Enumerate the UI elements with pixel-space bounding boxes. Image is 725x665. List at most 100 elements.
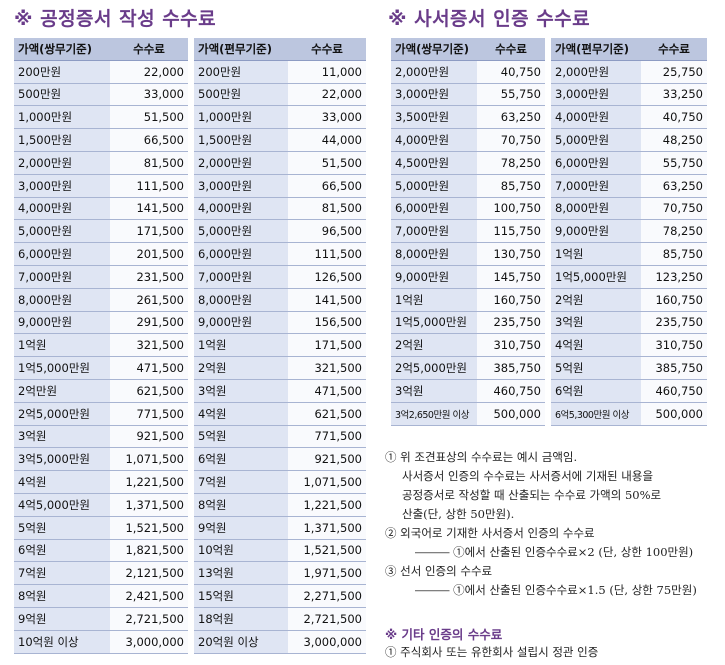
- amount-cell: 8억원: [14, 584, 110, 608]
- table-row: 3,000만원 111,500 3,000만원 66,500: [14, 174, 366, 198]
- fee-cell: 1,071,500: [110, 447, 188, 472]
- header-fee: 수수료: [288, 38, 366, 61]
- amount-cell: 1,500만원: [14, 128, 110, 152]
- fee-cell: 141,500: [288, 288, 366, 312]
- fee-cell: 171,500: [288, 333, 366, 358]
- note-1-line-3: 공정증서로 작성할 때 산출되는 수수료 가액의 50%로: [402, 488, 662, 502]
- table-row: 1억원 160,750 2억원 160,750: [391, 288, 707, 312]
- fee-cell: 160,750: [477, 288, 545, 312]
- amount-cell: 200만원: [14, 60, 110, 84]
- amount-cell: 4억원: [551, 333, 641, 358]
- table-row: 200만원 22,000 200만원 11,000: [14, 60, 366, 84]
- fee-cell: 33,000: [110, 83, 188, 107]
- table-row: 3억원 921,500 5억원 771,500: [14, 425, 366, 449]
- fee-cell: 2,721,500: [110, 607, 188, 631]
- amount-cell: 3,000만원: [391, 83, 477, 107]
- fee-cell: 921,500: [288, 447, 366, 472]
- note-3-line-2: ――― ①에서 산출된 인증수수료×1.5 (단, 상한 75만원): [415, 583, 697, 597]
- table-header-row: 가액(쌍무기준) 수수료 가액(편무기준) 수수료: [14, 38, 366, 61]
- table-row: 7억원 2,121,500 13억원 1,971,500: [14, 561, 366, 586]
- fee-cell: 385,750: [641, 356, 707, 380]
- amount-cell: 2,000만원: [551, 60, 641, 84]
- table-row: 3,500만원 63,250 4,000만원 40,750: [391, 105, 707, 130]
- amount-cell: 4,000만원: [194, 197, 288, 221]
- table-row: 10억원 이상 3,000,000 20억원 이상 3,000,000: [14, 630, 366, 654]
- table-row: 1억5,000만원 235,750 3억원 235,750: [391, 311, 707, 335]
- fee-cell: 500,000: [641, 402, 707, 426]
- amount-cell: 3억원: [14, 425, 110, 449]
- amount-cell: 4,000만원: [391, 128, 477, 152]
- fee-cell: 145,750: [477, 265, 545, 289]
- amount-cell: 8,000만원: [14, 288, 110, 312]
- amount-cell: 9억원: [14, 607, 110, 631]
- fee-cell: 78,250: [641, 219, 707, 244]
- fee-cell: 160,750: [641, 288, 707, 312]
- amount-cell: 8,000만원: [391, 242, 477, 266]
- header-fee: 수수료: [477, 38, 545, 61]
- table-row: 8억원 2,421,500 15억원 2,271,500: [14, 584, 366, 608]
- table-row: 4억5,000만원 1,371,500 8억원 1,221,500: [14, 493, 366, 517]
- fee-cell: 3,000,000: [110, 630, 188, 654]
- amount-cell: 5,000만원: [14, 219, 110, 244]
- table-row: 1,000만원 51,500 1,000만원 33,000: [14, 105, 366, 130]
- fee-cell: 321,500: [110, 333, 188, 358]
- table-row: 4억원 1,221,500 7억원 1,071,500: [14, 470, 366, 494]
- fee-cell: 100,750: [477, 197, 545, 221]
- fee-cell: 460,750: [641, 379, 707, 403]
- note-2-line-2: ――― ①에서 산출된 인증수수료×2 (단, 상한 100만원): [415, 545, 694, 559]
- fee-cell: 235,750: [477, 311, 545, 335]
- fee-cell: 385,750: [477, 356, 545, 380]
- fee-cell: 85,750: [477, 174, 545, 198]
- amount-cell: 500만원: [194, 83, 288, 107]
- header-amount-bilateral: 가액(쌍무기준): [14, 38, 110, 61]
- table-row: 4,000만원 141,500 4,000만원 81,500: [14, 197, 366, 221]
- fee-notes: ① 위 조견표상의 수수료는 예시 금액임. 사서증서 인증의 수수료는 사서증…: [385, 448, 725, 600]
- table-row: 9,000만원 291,500 9,000만원 156,500: [14, 311, 366, 335]
- fee-cell: 1,821,500: [110, 539, 188, 563]
- table-row: 7,000만원 231,500 7,000만원 126,500: [14, 265, 366, 289]
- amount-cell: 2억원: [194, 356, 288, 380]
- amount-cell: 3억원: [551, 311, 641, 335]
- amount-cell: 9,000만원: [14, 311, 110, 335]
- amount-cell: 20억원 이상: [194, 630, 288, 654]
- table-row: 7,000만원 115,750 9,000만원 78,250: [391, 219, 707, 244]
- fee-cell: 471,500: [288, 379, 366, 403]
- note-1-line-4: 산출(단, 상한 50만원).: [402, 507, 515, 521]
- amount-cell: 3억2,650만원 이상: [391, 402, 477, 426]
- amount-cell: 7,000만원: [194, 265, 288, 289]
- fee-cell: 621,500: [288, 402, 366, 426]
- table-row: 6억원 1,821,500 10억원 1,521,500: [14, 539, 366, 563]
- fee-cell: 44,000: [288, 128, 366, 152]
- fee-cell: 63,250: [477, 105, 545, 130]
- amount-cell: 1,500만원: [194, 128, 288, 152]
- amount-cell: 18억원: [194, 607, 288, 631]
- private-document-certification-fee-table: 가액(쌍무기준) 수수료 가액(편무기준) 수수료 2,000만원 40,750 2…: [391, 38, 707, 426]
- amount-cell: 4억5,000만원: [14, 493, 110, 517]
- amount-cell: 3,000만원: [194, 174, 288, 198]
- fee-cell: 33,250: [641, 83, 707, 107]
- fee-cell: 48,250: [641, 128, 707, 152]
- amount-cell: 6억원: [551, 379, 641, 403]
- amount-cell: 4억원: [194, 402, 288, 426]
- amount-cell: 7억원: [14, 561, 110, 586]
- fee-cell: 25,750: [641, 60, 707, 84]
- amount-cell: 1억원: [14, 333, 110, 358]
- amount-cell: 5,000만원: [194, 219, 288, 244]
- fee-cell: 126,500: [288, 265, 366, 289]
- fee-cell: 115,750: [477, 219, 545, 244]
- amount-cell: 15억원: [194, 584, 288, 608]
- fee-cell: 85,750: [641, 242, 707, 266]
- amount-cell: 8,000만원: [551, 197, 641, 221]
- fee-cell: 2,271,500: [288, 584, 366, 608]
- fee-cell: 156,500: [288, 311, 366, 335]
- amount-cell: 5억원: [551, 356, 641, 380]
- fee-cell: 1,221,500: [110, 470, 188, 494]
- fee-cell: 141,500: [110, 197, 188, 221]
- amount-cell: 9,000만원: [391, 265, 477, 289]
- table-row: 2억5,000만원 771,500 4억원 621,500: [14, 402, 366, 426]
- header-amount-unilateral: 가액(편무기준): [551, 38, 641, 61]
- amount-cell: 1억5,000만원: [551, 265, 641, 289]
- amount-cell: 5억원: [14, 516, 110, 540]
- amount-cell: 10억원 이상: [14, 630, 110, 654]
- fee-cell: 22,000: [110, 60, 188, 84]
